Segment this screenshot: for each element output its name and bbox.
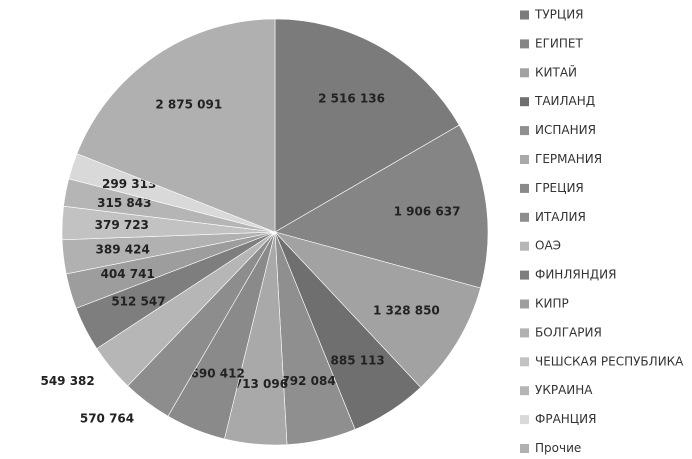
legend-swatch — [520, 357, 529, 367]
value-label: 885 113 — [331, 354, 385, 368]
legend-swatch — [520, 241, 529, 251]
legend-label: ГРЕЦИЯ — [535, 181, 584, 195]
legend-label: ФРАНЦИЯ — [535, 412, 596, 426]
legend-swatch — [520, 444, 529, 453]
legend-swatch — [520, 270, 529, 280]
legend-swatch — [520, 328, 529, 338]
value-label: 1 328 850 — [373, 304, 440, 318]
value-label: 404 741 — [101, 267, 155, 281]
legend-swatch — [520, 10, 529, 20]
value-label: 549 382 — [40, 374, 94, 388]
legend-label: ТАИЛАНД — [534, 94, 595, 108]
legend-swatch — [520, 299, 529, 309]
legend-swatch — [520, 39, 529, 49]
legend-swatch — [520, 415, 529, 425]
legend-swatch — [520, 68, 529, 78]
legend-label: ИТАЛИЯ — [535, 210, 586, 224]
legend-label: ГЕРМАНИЯ — [535, 152, 602, 166]
value-label: 713 096 — [234, 377, 288, 391]
value-label: 512 547 — [111, 294, 165, 308]
pie-slice — [76, 18, 276, 233]
value-label: 389 424 — [96, 242, 150, 256]
legend-swatch — [520, 212, 529, 222]
value-label: 1 906 637 — [394, 205, 461, 219]
value-label: 2 875 091 — [155, 98, 222, 112]
legend-label: КИПР — [535, 297, 569, 311]
legend-label: УКРАИНА — [535, 383, 593, 397]
value-label: 792 084 — [281, 374, 335, 388]
legend-label: КИТАЙ — [535, 64, 577, 79]
legend-swatch — [520, 97, 529, 107]
legend-label: ИСПАНИЯ — [535, 123, 596, 137]
value-label: 299 313 — [102, 177, 156, 191]
legend-swatch — [520, 183, 529, 193]
legend-label: БОЛГАРИЯ — [535, 325, 602, 339]
legend-label: ТУРЦИЯ — [534, 8, 584, 22]
legend-swatch — [520, 126, 529, 136]
value-label: 2 516 136 — [318, 92, 385, 106]
legend-label: ЕГИПЕТ — [535, 36, 583, 50]
legend-swatch — [520, 386, 529, 396]
legend-label: Прочие — [535, 441, 581, 455]
legend-label: ЧЕШСКАЯ РЕСПУБЛИКА — [535, 354, 684, 368]
pie-slice — [274, 18, 460, 233]
legend-swatch — [520, 155, 529, 164]
value-label: 315 843 — [97, 196, 151, 210]
value-label: 379 723 — [95, 218, 149, 232]
legend-label: ФИНЛЯНДИЯ — [535, 268, 616, 282]
value-label: 690 412 — [191, 367, 245, 381]
value-label: 570 764 — [80, 412, 134, 426]
legend-label: ОАЭ — [535, 239, 561, 253]
pie-slice — [274, 124, 489, 289]
pie-slice — [274, 231, 481, 388]
